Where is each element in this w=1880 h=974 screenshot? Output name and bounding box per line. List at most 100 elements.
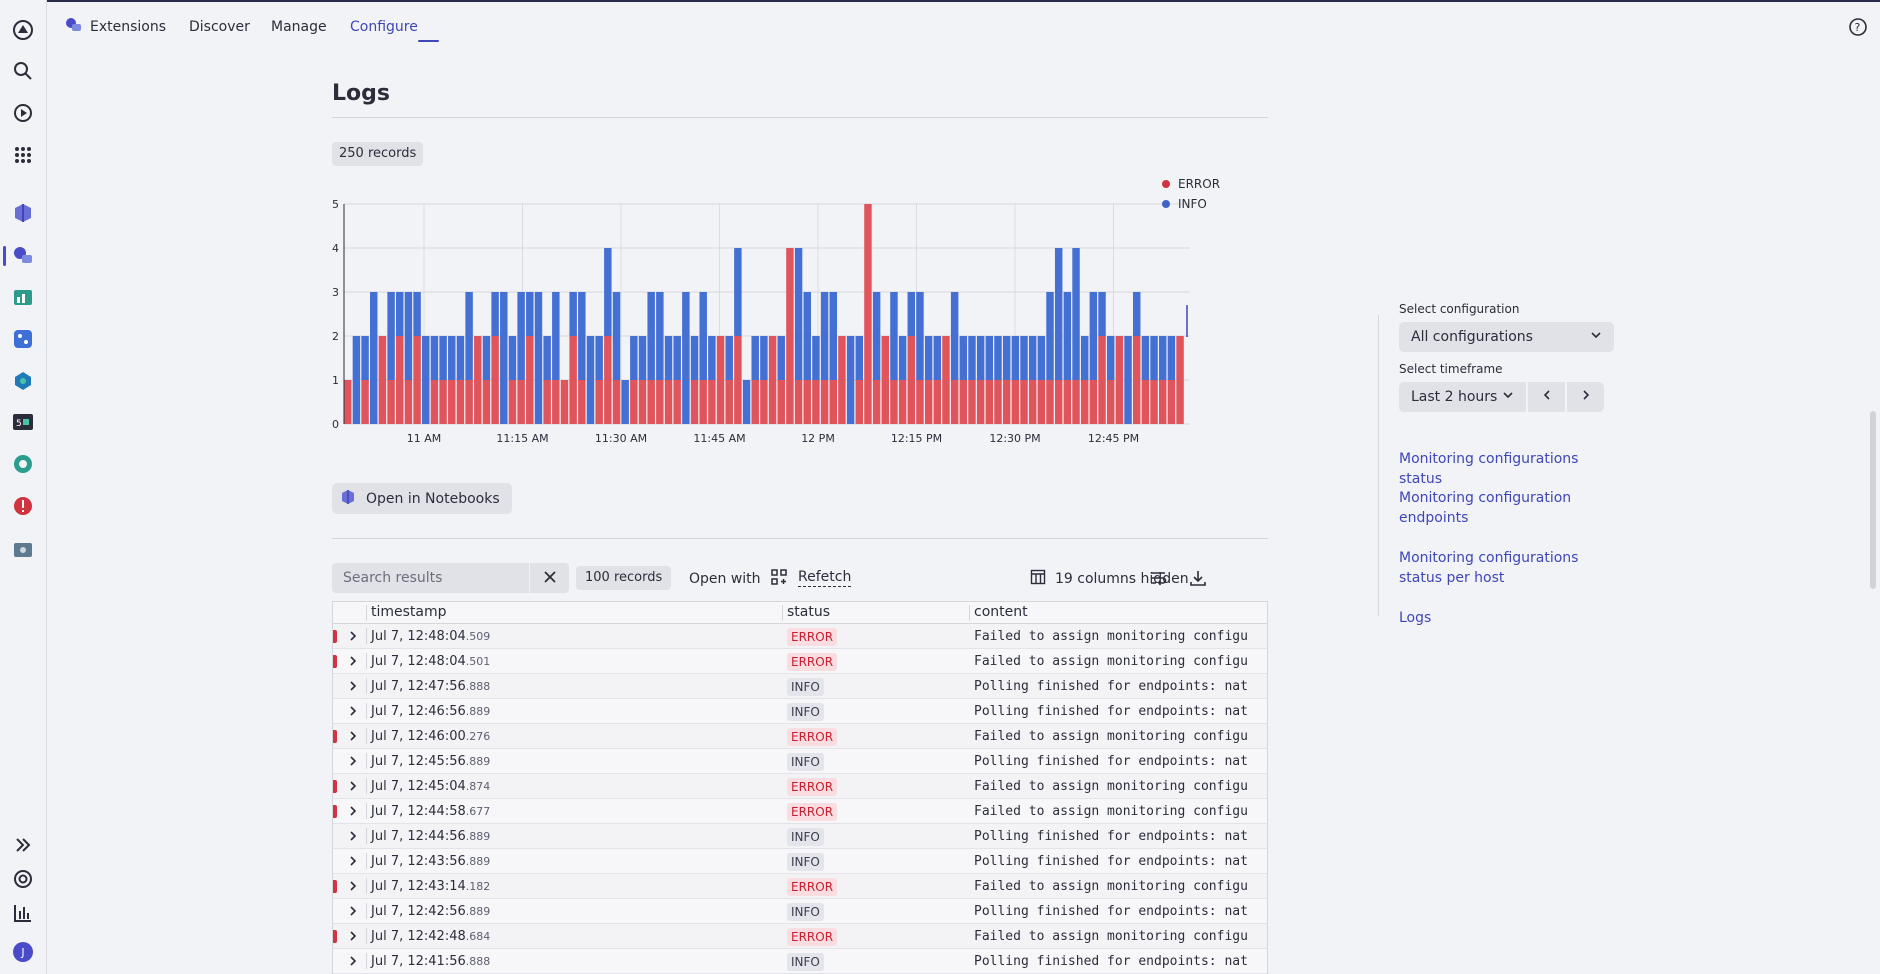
- bar-error[interactable]: [950, 380, 959, 424]
- bar-error[interactable]: [916, 380, 924, 424]
- bar-error[interactable]: [482, 380, 491, 424]
- bar-error[interactable]: [404, 380, 413, 424]
- bar-info[interactable]: [751, 336, 759, 380]
- dynatrace-logo-icon[interactable]: [10, 17, 36, 43]
- expand-row-icon[interactable]: [346, 854, 360, 868]
- bar-info[interactable]: [1011, 336, 1020, 380]
- bar-info[interactable]: [846, 336, 855, 424]
- table-row[interactable]: Jul 7, 12:45:56.889 INFO Polling finished …: [333, 749, 1267, 774]
- configuration-select[interactable]: All configurations: [1399, 322, 1614, 352]
- expand-row-icon[interactable]: [346, 704, 360, 718]
- bar-info[interactable]: [456, 336, 465, 380]
- bar-info[interactable]: [396, 292, 404, 336]
- bar-error[interactable]: [361, 380, 369, 424]
- bar-error[interactable]: [647, 380, 655, 424]
- link-monitoring-configuration-endpoints[interactable]: Monitoring configuration endpoints: [1399, 490, 1572, 526]
- bar-error[interactable]: [1020, 380, 1028, 424]
- bar-error[interactable]: [456, 380, 465, 424]
- bar-info[interactable]: [422, 336, 430, 424]
- bar-error[interactable]: [344, 380, 352, 424]
- bar-info[interactable]: [1158, 336, 1167, 380]
- bar-error[interactable]: [803, 380, 811, 424]
- bar-info[interactable]: [777, 336, 785, 380]
- apps-grid-icon[interactable]: [10, 142, 36, 168]
- bar-error[interactable]: [517, 380, 525, 424]
- tab-manage[interactable]: Manage: [271, 19, 327, 35]
- bar-info[interactable]: [690, 336, 699, 380]
- expand-row-icon[interactable]: [346, 629, 360, 643]
- bar-error[interactable]: [638, 380, 647, 424]
- bar-error[interactable]: [1158, 380, 1167, 424]
- bar-info[interactable]: [898, 336, 907, 380]
- bar-error[interactable]: [543, 380, 551, 424]
- bar-info[interactable]: [812, 336, 820, 380]
- bar-info[interactable]: [491, 292, 499, 336]
- bar-info[interactable]: [465, 292, 473, 380]
- observability-icon[interactable]: [10, 451, 36, 477]
- open-with-button[interactable]: Open with: [689, 569, 787, 589]
- bar-error[interactable]: [439, 380, 447, 424]
- bar-error[interactable]: [1046, 380, 1054, 424]
- bar-info[interactable]: [933, 336, 942, 380]
- bar-error[interactable]: [1037, 380, 1046, 424]
- bar-info[interactable]: [647, 292, 655, 380]
- column-header-timestamp[interactable]: timestamp: [371, 604, 447, 620]
- table-row[interactable]: Jul 7, 12:48:04.501 ERROR Failed to assign…: [333, 649, 1267, 674]
- bar-info[interactable]: [656, 292, 664, 380]
- bar-info[interactable]: [630, 336, 638, 380]
- bar-error[interactable]: [985, 380, 994, 424]
- bar-info[interactable]: [794, 248, 803, 380]
- bar-info[interactable]: [517, 292, 525, 380]
- bar-error[interactable]: [508, 380, 517, 424]
- table-row[interactable]: Jul 7, 12:44:56.889 INFO Polling finished …: [333, 824, 1267, 849]
- bar-error[interactable]: [812, 380, 820, 424]
- bar-info[interactable]: [985, 336, 994, 380]
- bar-info[interactable]: [907, 292, 916, 336]
- bar-info[interactable]: [1054, 248, 1063, 380]
- bar-error[interactable]: [708, 380, 716, 424]
- bar-info[interactable]: [534, 292, 543, 424]
- help-icon[interactable]: ?: [1848, 17, 1868, 37]
- bar-info[interactable]: [976, 336, 985, 380]
- bar-error[interactable]: [1028, 380, 1037, 424]
- legend-item-error[interactable]: ERROR: [1162, 174, 1220, 194]
- bar-error[interactable]: [838, 336, 846, 424]
- chart-icon[interactable]: [10, 900, 36, 926]
- bar-info[interactable]: [1080, 336, 1089, 380]
- bar-info[interactable]: [569, 292, 577, 336]
- table-row[interactable]: Jul 7, 12:42:48.684 ERROR Failed to assign…: [333, 924, 1267, 949]
- table-row[interactable]: Jul 7, 12:43:56.889 INFO Polling finished …: [333, 849, 1267, 874]
- bar-info[interactable]: [1020, 336, 1028, 380]
- table-row[interactable]: Jul 7, 12:45:04.874 ERROR Failed to assign…: [333, 774, 1267, 799]
- bar-info[interactable]: [803, 292, 811, 380]
- link-monitoring-configurations-status[interactable]: Monitoring configurations status: [1399, 451, 1579, 487]
- bar-info[interactable]: [604, 248, 612, 336]
- bar-info[interactable]: [1106, 336, 1115, 380]
- bar-error[interactable]: [612, 380, 621, 424]
- bar-info[interactable]: [482, 336, 491, 380]
- bar-error[interactable]: [396, 336, 404, 424]
- bar-info[interactable]: [1089, 292, 1098, 380]
- expand-row-icon[interactable]: [346, 779, 360, 793]
- bar-error[interactable]: [1098, 336, 1106, 424]
- bar-info[interactable]: [1046, 292, 1054, 380]
- bar-error[interactable]: [924, 380, 933, 424]
- bar-error[interactable]: [1167, 380, 1176, 424]
- expand-row-icon[interactable]: [346, 904, 360, 918]
- bar-error[interactable]: [474, 336, 482, 424]
- bar-error[interactable]: [699, 380, 707, 424]
- bar-error[interactable]: [1002, 380, 1011, 424]
- bar-error[interactable]: [855, 380, 864, 424]
- bar-info[interactable]: [699, 292, 707, 380]
- bar-error[interactable]: [864, 204, 872, 424]
- bar-error[interactable]: [994, 380, 1002, 424]
- bar-info[interactable]: [950, 292, 959, 380]
- expand-row-icon[interactable]: [346, 804, 360, 818]
- bar-error[interactable]: [491, 336, 499, 424]
- bar-info[interactable]: [439, 336, 447, 380]
- bar-error[interactable]: [716, 336, 725, 424]
- table-row[interactable]: Jul 7, 12:43:14.182 ERROR Failed to assign…: [333, 874, 1267, 899]
- bar-info[interactable]: [1072, 248, 1080, 380]
- column-header-status[interactable]: status: [787, 604, 831, 620]
- bar-info[interactable]: [430, 336, 439, 380]
